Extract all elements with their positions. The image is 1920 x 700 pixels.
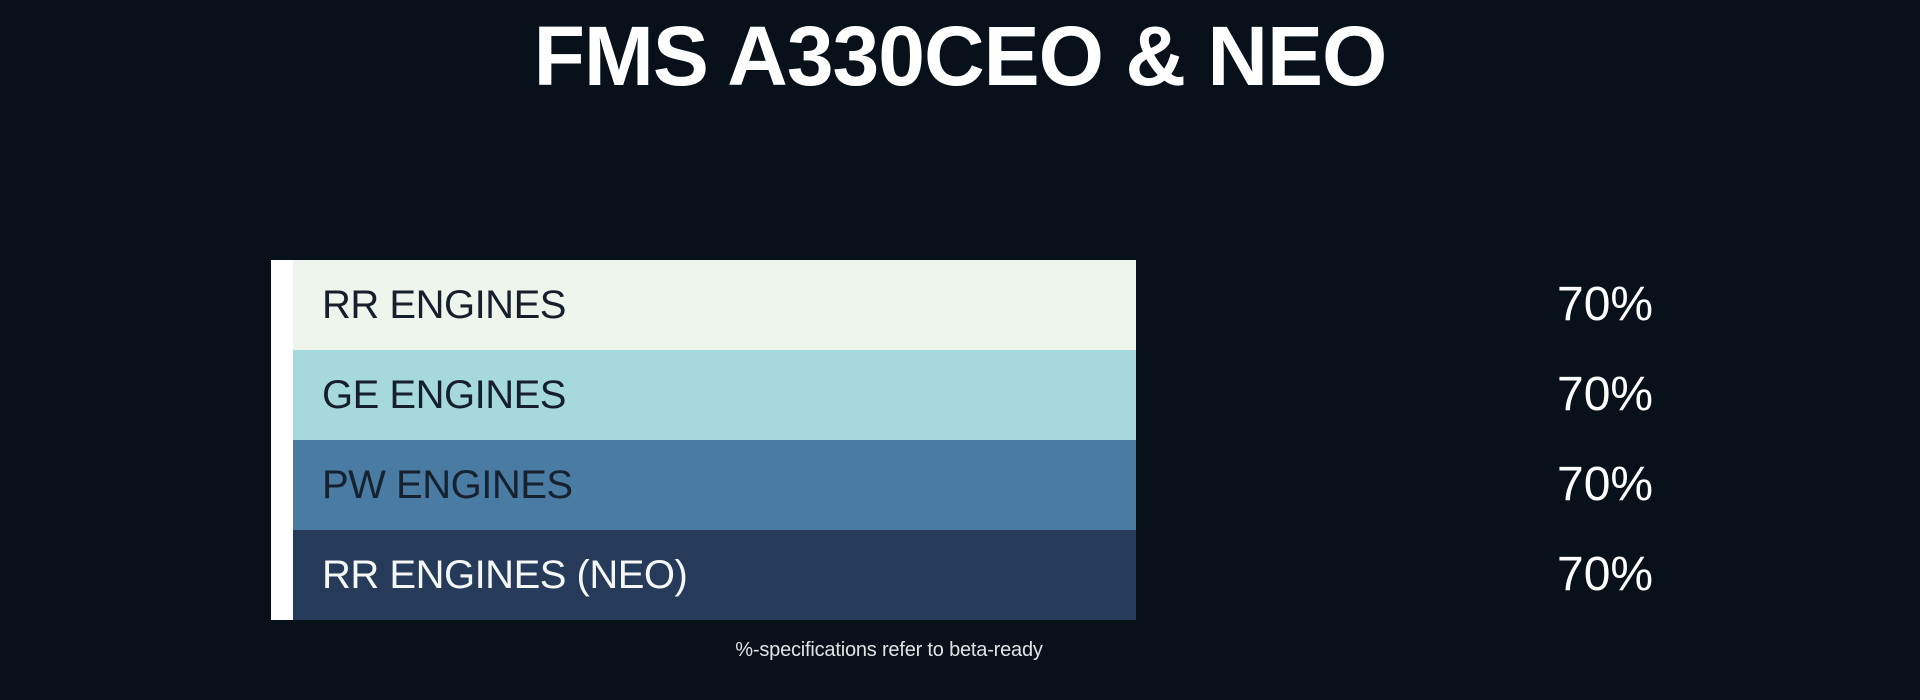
bar: GE ENGINES bbox=[293, 350, 1136, 440]
bar-label: RR ENGINES bbox=[322, 282, 566, 327]
footnote: %-specifications refer to beta-ready bbox=[735, 639, 1043, 661]
bar: RR ENGINES (NEO) bbox=[293, 530, 1136, 620]
bar-value-label: 70% bbox=[1557, 278, 1654, 331]
bar-value-label: 70% bbox=[1557, 368, 1654, 421]
bar-row: RR ENGINES 70% bbox=[293, 260, 1653, 350]
bar-label: PW ENGINES bbox=[322, 462, 573, 507]
bar-chart: RR ENGINES 70% GE ENGINES 70% PW ENGINES… bbox=[271, 260, 1920, 620]
bar-value-label: 70% bbox=[1557, 458, 1654, 511]
bar-label: RR ENGINES (NEO) bbox=[322, 552, 688, 597]
bar-row: RR ENGINES (NEO) 70% bbox=[293, 530, 1653, 620]
page-title: FMS A330CEO & NEO bbox=[533, 9, 1388, 103]
bar-rows: RR ENGINES 70% GE ENGINES 70% PW ENGINES… bbox=[293, 260, 1653, 620]
bar-row: GE ENGINES 70% bbox=[293, 350, 1653, 440]
bar-value-label: 70% bbox=[1557, 548, 1654, 601]
bar-label: GE ENGINES bbox=[322, 372, 566, 417]
bar: PW ENGINES bbox=[293, 440, 1136, 530]
bar-row: PW ENGINES 70% bbox=[293, 440, 1653, 530]
y-axis-line bbox=[271, 260, 293, 620]
bar: RR ENGINES bbox=[293, 260, 1136, 350]
